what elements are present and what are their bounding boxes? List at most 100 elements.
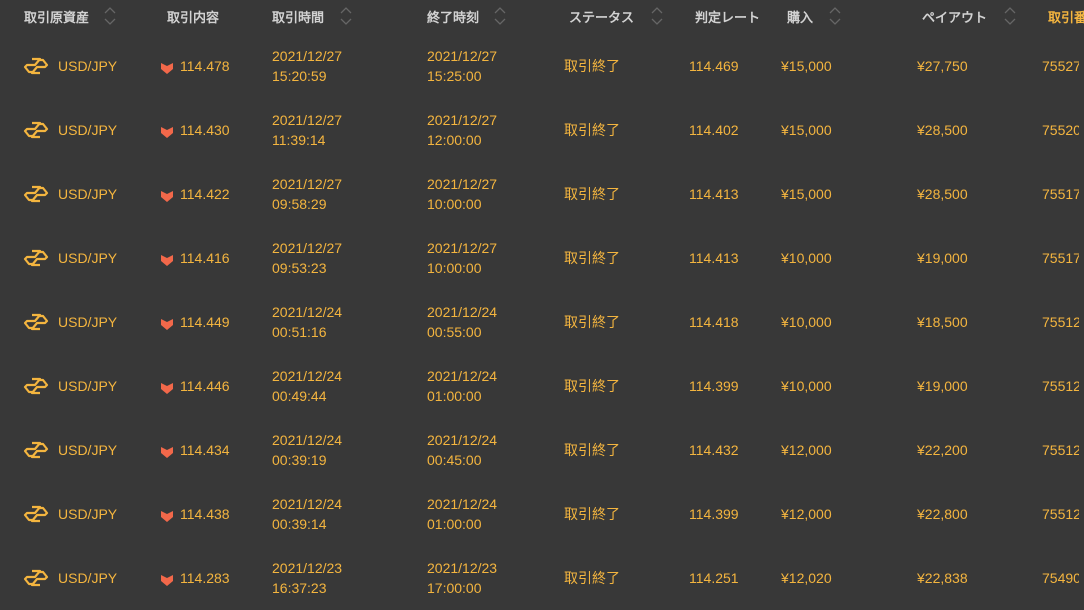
trade-id: 755272 [1042,58,1079,74]
currency-pair-icon [23,313,49,331]
arrow-down-icon [161,253,173,266]
end-time: 2021/12/24 00:45:00 [427,430,497,470]
end-date: 2021/12/23 [427,560,498,576]
end-clock: 10:00:00 [427,260,482,276]
trade-time: 2021/12/27 09:58:29 [272,174,342,214]
table-row[interactable]: USD/JPY 114.283 2021/12/23 16:37:23 2021/12/… [0,546,1084,610]
asset: USD/JPY [58,570,118,586]
table-row[interactable]: USD/JPY 114.449 2021/12/24 00:51:16 2021/12/… [0,290,1084,354]
column-header[interactable]: ステータス [569,10,635,25]
table-row[interactable]: USD/JPY 114.422 2021/12/27 09:58:29 2021/12/… [0,162,1084,226]
purchase-amount: ¥15,000 [781,122,832,138]
column-header[interactable]: 購入 [787,10,814,25]
trade-date: 2021/12/27 [272,112,343,128]
trade-id: 755128 [1042,314,1079,330]
end-date: 2021/12/27 [427,240,498,256]
status: 取引終了 [564,122,620,138]
currency-pair-icon [23,185,49,203]
purchase-amount: ¥15,000 [781,58,832,74]
trade-date: 2021/12/24 [272,304,343,320]
purchase-amount: ¥10,000 [781,314,832,330]
asset: USD/JPY [58,506,118,522]
status: 取引終了 [564,442,620,458]
sort-icon[interactable] [651,6,663,26]
end-time: 2021/12/27 15:25:00 [427,46,497,86]
judgement-rate: 114.402 [689,122,739,138]
judgement-rate: 114.432 [689,442,739,458]
table-row[interactable]: USD/JPY 114.438 2021/12/24 00:39:14 2021/12/… [0,482,1084,546]
trade-date: 2021/12/23 [272,560,343,576]
entry-rate: 114.416 [180,250,230,266]
trade-id: 755170 [1042,250,1079,266]
trade-time: 2021/12/24 00:51:16 [272,302,342,342]
judgement-rate: 114.413 [689,186,739,202]
trade-time: 2021/12/27 11:39:14 [272,110,342,150]
trade-id: 754903 [1042,570,1079,586]
end-clock: 00:45:00 [427,452,482,468]
trade-time: 2021/12/27 09:53:23 [272,238,342,278]
asset: USD/JPY [58,378,118,394]
trade-id: 755124 [1042,442,1079,458]
table-row[interactable]: USD/JPY 114.478 2021/12/27 15:20:59 2021/12/… [0,34,1084,98]
sort-icon[interactable] [494,6,506,26]
payout: ¥27,750 [917,58,968,74]
arrow-down-icon [161,381,173,394]
column-header[interactable]: 取引原資産 [24,10,90,25]
payout: ¥28,500 [917,186,968,202]
column-header: 判定レート [695,10,761,25]
payout: ¥18,500 [917,314,968,330]
table-row[interactable]: USD/JPY 114.446 2021/12/24 00:49:44 2021/12/… [0,354,1084,418]
sort-icon[interactable] [1004,6,1016,26]
sort-icon[interactable] [104,6,116,26]
entry-rate: 114.430 [180,122,230,138]
asset: USD/JPY [58,250,118,266]
currency-pair-icon [23,377,49,395]
table-row[interactable]: USD/JPY 114.416 2021/12/27 09:53:23 2021/12/… [0,226,1084,290]
status: 取引終了 [564,58,620,74]
status: 取引終了 [564,314,620,330]
end-clock: 17:00:00 [427,580,482,596]
end-time: 2021/12/23 17:00:00 [427,558,497,598]
currency-pair-icon [23,57,49,75]
status: 取引終了 [564,506,620,522]
currency-pair-icon [23,441,49,459]
sort-icon[interactable] [340,6,352,26]
end-clock: 15:25:00 [427,68,482,84]
arrow-down-icon [161,125,173,138]
entry-rate: 114.283 [180,570,230,586]
trade-id: 755173 [1042,186,1079,202]
entry-rate: 114.446 [180,378,230,394]
column-header[interactable]: 取引時間 [272,10,325,25]
table-row[interactable]: USD/JPY 114.430 2021/12/27 11:39:14 2021/12/… [0,98,1084,162]
trade-time: 2021/12/24 00:39:19 [272,430,342,470]
purchase-amount: ¥12,000 [781,506,832,522]
end-date: 2021/12/24 [427,496,498,512]
end-time: 2021/12/27 10:00:00 [427,174,497,214]
end-time: 2021/12/24 01:00:00 [427,366,497,406]
column-header[interactable]: 終了時刻 [427,10,480,25]
entry-rate: 114.434 [180,442,230,458]
purchase-amount: ¥12,020 [781,570,832,586]
purchase-amount: ¥10,000 [781,250,832,266]
asset: USD/JPY [58,186,118,202]
currency-pair-icon [23,569,49,587]
table-row[interactable]: USD/JPY 114.434 2021/12/24 00:39:19 2021/12/… [0,418,1084,482]
column-header[interactable]: ペイアウト [922,10,988,25]
trade-date: 2021/12/27 [272,240,343,256]
trade-date: 2021/12/24 [272,432,343,448]
payout: ¥19,000 [917,250,968,266]
end-time: 2021/12/27 12:00:00 [427,110,497,150]
asset: USD/JPY [58,58,118,74]
trade-clock: 09:58:29 [272,196,327,212]
payout: ¥22,838 [917,570,968,586]
entry-rate: 114.438 [180,506,230,522]
status: 取引終了 [564,570,620,586]
column-header: 取引内容 [167,10,220,25]
trade-id: 755124 [1042,506,1079,522]
trade-clock: 16:37:23 [272,580,327,596]
end-date: 2021/12/24 [427,368,498,384]
sort-icon[interactable] [829,6,841,26]
end-clock: 10:00:00 [427,196,482,212]
arrow-down-icon [161,189,173,202]
end-clock: 01:00:00 [427,388,482,404]
